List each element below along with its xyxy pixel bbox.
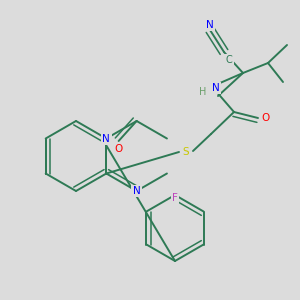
Text: N: N xyxy=(212,83,220,93)
Text: N: N xyxy=(133,186,140,196)
Text: N: N xyxy=(206,20,214,30)
Text: O: O xyxy=(115,144,123,154)
Text: H: H xyxy=(199,87,207,97)
Text: N: N xyxy=(102,134,110,143)
Text: F: F xyxy=(172,193,178,203)
Text: C: C xyxy=(226,55,232,65)
Text: S: S xyxy=(183,147,189,157)
Text: O: O xyxy=(261,113,269,123)
